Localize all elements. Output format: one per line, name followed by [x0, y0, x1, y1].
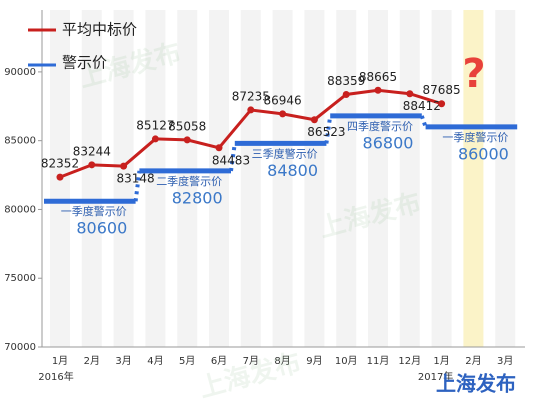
point	[183, 136, 191, 144]
x-tick-label: 1月	[52, 355, 68, 367]
value-label: 87685	[423, 83, 461, 97]
x-tick-label: 11月	[367, 355, 390, 367]
stripe	[145, 10, 166, 347]
y-tick-label: 85000	[4, 136, 36, 147]
plot: 70000 75000 80000 85000 90000 1月 2月 3月 4月 5月 6月 7月 8…	[4, 10, 525, 383]
value-label: 88412	[403, 99, 441, 113]
point	[247, 106, 255, 114]
step-value-label: 84800	[267, 161, 318, 180]
point	[310, 116, 318, 124]
value-label: 88359	[327, 74, 365, 88]
point	[88, 161, 96, 169]
value-label: 86523	[307, 125, 345, 139]
legend-label: 警示价	[62, 54, 107, 72]
value-label: 83148	[117, 172, 155, 186]
step-connector	[133, 170, 142, 202]
stripe	[336, 10, 357, 347]
logo: 上海发布	[436, 372, 516, 396]
stripe	[272, 10, 293, 347]
y-tick-label: 80000	[4, 204, 36, 215]
point	[279, 110, 287, 118]
year-label: 2016年	[38, 370, 73, 383]
y-tick-label: 75000	[4, 273, 36, 284]
value-label: 87235	[232, 89, 270, 103]
x-tick-label: 1月	[433, 355, 449, 367]
stripe	[495, 10, 516, 347]
value-label: 83244	[73, 144, 111, 158]
value-label: 85058	[168, 119, 206, 133]
step-label: 一季度警示价	[61, 204, 127, 218]
stripe	[81, 10, 102, 347]
value-label: 86946	[264, 93, 302, 107]
point	[406, 90, 414, 98]
step-value-label: 86800	[363, 133, 414, 152]
legend-label: 平均中标价	[62, 21, 137, 39]
step-connector	[324, 115, 333, 144]
value-label: 85127	[136, 118, 174, 132]
x-tick-label: 8月	[274, 355, 290, 367]
year-label: 2017年	[418, 370, 453, 383]
x-tick-label: 7月	[243, 355, 259, 367]
y-tick-label: 90000	[4, 67, 36, 78]
annotation: ?	[462, 51, 485, 97]
point	[342, 90, 350, 98]
step-value-label: 80600	[76, 219, 127, 238]
stripe	[431, 10, 452, 347]
point	[151, 135, 159, 143]
x-tick-label: 9月	[306, 355, 322, 367]
stripe	[177, 10, 198, 347]
y-tick-label: 70000	[4, 342, 36, 353]
stripe	[399, 10, 420, 347]
x-tick-label: 2月	[465, 355, 481, 367]
point	[374, 86, 382, 94]
step-label: 二季度警示价	[156, 174, 222, 188]
step-connector	[419, 115, 428, 128]
x-tick-label: 3月	[115, 355, 131, 367]
value-label: 84483	[212, 153, 250, 167]
x-tick-label: 5月	[179, 355, 195, 367]
point	[56, 173, 64, 181]
stripe	[304, 10, 325, 347]
x-tick-label: 6月	[211, 355, 227, 367]
stripe	[463, 10, 484, 347]
point	[438, 100, 446, 108]
stripe	[368, 10, 388, 347]
point	[120, 162, 128, 170]
stripe	[209, 10, 229, 347]
step-label: 一季度警示价	[442, 130, 508, 144]
x-tick-label: 3月	[497, 355, 513, 367]
x-tick-label: 10月	[335, 355, 358, 367]
x-tick-label: 4月	[147, 355, 163, 367]
stripe	[113, 10, 134, 347]
value-label: 88665	[359, 70, 397, 84]
step-value-label: 82800	[172, 188, 223, 207]
step-label: 三季度警示价	[252, 146, 318, 160]
stripe	[240, 10, 261, 347]
value-label: 82352	[41, 157, 79, 171]
point	[215, 144, 223, 152]
step-value-label: 86000	[458, 144, 509, 163]
x-tick-label: 12月	[398, 355, 421, 367]
x-tick-label: 2月	[84, 355, 100, 367]
step-label: 四季度警示价	[347, 119, 413, 133]
step-connector	[229, 143, 237, 172]
